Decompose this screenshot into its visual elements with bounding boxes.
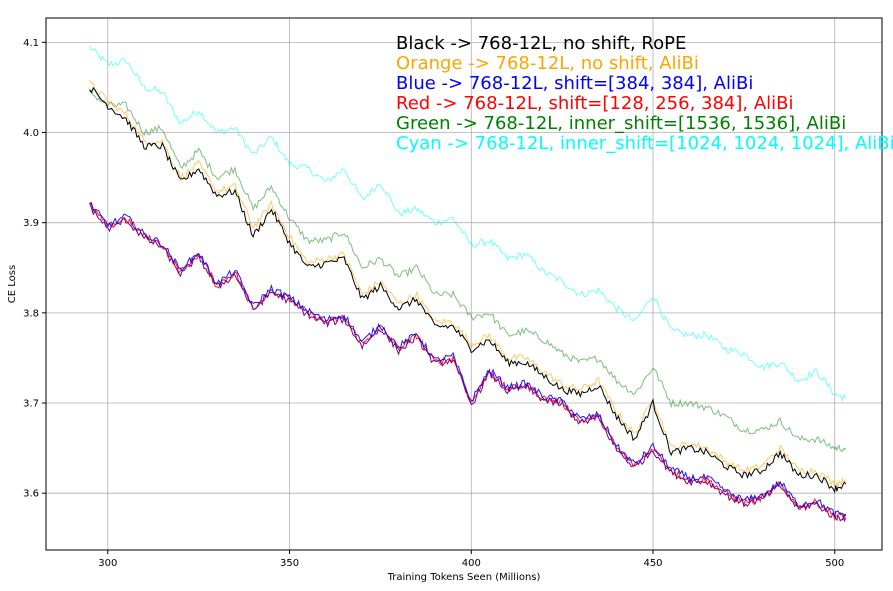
x-tick-label: 500 xyxy=(825,558,844,569)
y-axis-ticks: 3.6 3.7 3.8 3.9 4.0 4.1 xyxy=(23,38,46,500)
x-tick-label: 350 xyxy=(280,558,299,569)
x-axis-ticks: 300 350 400 450 500 xyxy=(98,550,844,569)
x-tick-label: 450 xyxy=(643,558,662,569)
plot-frame xyxy=(45,17,883,551)
x-axis-label: Training Tokens Seen (Millions) xyxy=(387,572,541,583)
series-line xyxy=(89,203,847,523)
series-line xyxy=(89,86,847,494)
annotation-line: Blue -> 768-12L, shift=[384, 384], AliBi xyxy=(396,73,753,94)
y-tick-label: 4.1 xyxy=(23,38,39,49)
annotation-line: Red -> 768-12L, shift=[128, 256, 384], A… xyxy=(396,93,794,114)
annotation-line: Green -> 768-12L, inner_shift=[1536, 153… xyxy=(396,113,846,134)
series-line xyxy=(89,45,847,403)
y-tick-label: 3.6 xyxy=(23,489,39,500)
series-line xyxy=(89,89,847,453)
y-tick-label: 3.9 xyxy=(23,218,39,229)
y-tick-label: 3.7 xyxy=(23,399,39,410)
series-line xyxy=(89,79,846,488)
x-tick-label: 300 xyxy=(98,558,117,569)
annotation-line: Cyan -> 768-12L, inner_shift=[1024, 1024… xyxy=(396,133,893,154)
y-axis-label: CE Loss xyxy=(7,265,18,303)
y-tick-label: 3.8 xyxy=(23,308,39,319)
annotation-line: Orange -> 768-12L, no shift, AliBi xyxy=(396,53,699,74)
grid-lines xyxy=(46,18,882,550)
x-tick-label: 400 xyxy=(462,558,481,569)
annotation-line: Black -> 768-12L, no shift, RoPE xyxy=(396,33,686,54)
series-line xyxy=(89,201,847,518)
y-tick-label: 4.0 xyxy=(23,128,39,139)
series-line xyxy=(89,203,847,521)
series-lines xyxy=(89,45,847,523)
